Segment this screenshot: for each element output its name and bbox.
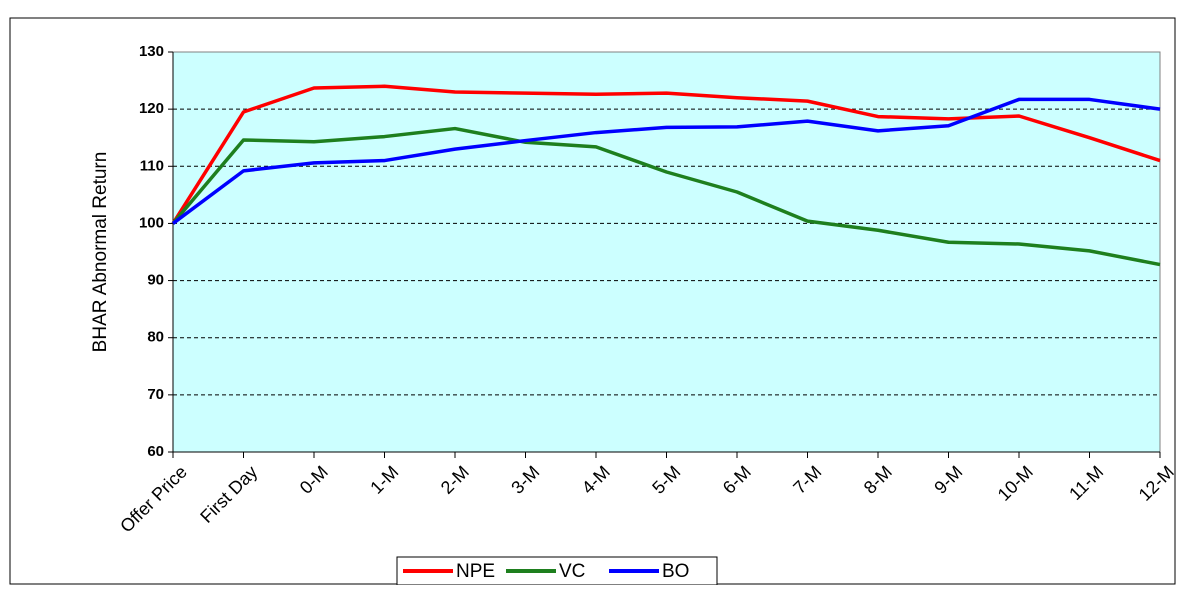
series-line — [171, 84, 1161, 225]
y-tick-label: 80 — [147, 329, 164, 346]
y-tick-label: 130 — [139, 43, 164, 60]
legend-label: BO — [662, 561, 689, 582]
series-line — [171, 97, 1161, 225]
y-axis-label: BHAR Abnormal Return — [90, 152, 111, 353]
legend-label: VC — [559, 561, 585, 582]
y-tick-label: 120 — [139, 100, 164, 117]
legend-label: NPE — [456, 561, 495, 582]
plot-area — [172, 51, 1161, 453]
y-tick-label: 60 — [147, 443, 164, 460]
series-line — [171, 126, 1161, 267]
y-tick-label: 110 — [140, 157, 164, 174]
y-tick-label: 70 — [147, 386, 164, 403]
y-tick-label: 100 — [139, 214, 164, 231]
y-tick-label: 90 — [147, 272, 164, 289]
